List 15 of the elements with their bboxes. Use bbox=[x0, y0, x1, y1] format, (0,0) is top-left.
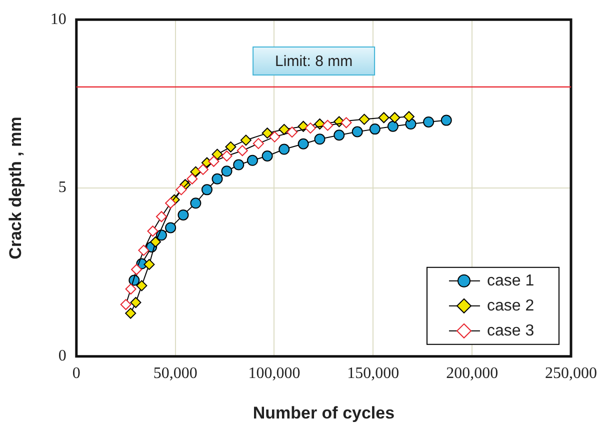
x-tick-label: 250,000 bbox=[545, 365, 597, 382]
x-tick-label: 50,000 bbox=[153, 365, 198, 382]
legend-label: case 3 bbox=[487, 322, 534, 340]
legend-label: case 2 bbox=[487, 297, 534, 314]
x-tick-label: 150,000 bbox=[347, 365, 400, 382]
ref-line-label: Limit: 8 mm bbox=[275, 53, 353, 70]
y-tick-label: 5 bbox=[58, 179, 66, 196]
x-tick-label: 100,000 bbox=[248, 365, 300, 382]
x-tick-label: 200,000 bbox=[446, 365, 498, 382]
y-tick-label: 10 bbox=[50, 10, 66, 28]
legend-label: case 1 bbox=[487, 272, 534, 290]
x-axis-title: Number of cycles bbox=[252, 403, 395, 422]
y-tick-label: 0 bbox=[58, 348, 66, 365]
x-tick-label: 0 bbox=[72, 365, 80, 382]
y-axis-title: Crack depth , mm bbox=[6, 116, 25, 260]
